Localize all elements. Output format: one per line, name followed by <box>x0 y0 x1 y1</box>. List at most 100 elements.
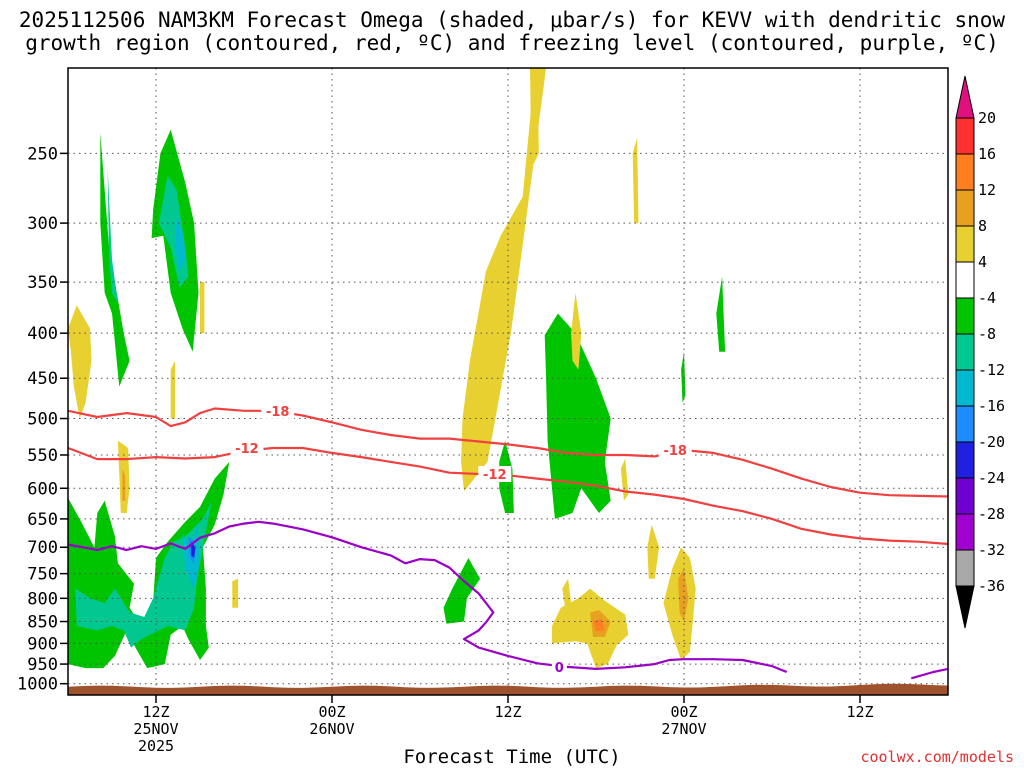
omega-area-14 <box>681 351 686 403</box>
chart-title-line-1: 2025112506 NAM3KM Forecast Omega (shaded… <box>18 8 1006 32</box>
omega-area-5 <box>68 461 230 669</box>
y-tick-label-750: 750 <box>27 565 58 585</box>
y-tick-label-850: 850 <box>27 613 58 633</box>
omega-area-25 <box>562 578 572 608</box>
colorbar-label-13: -36 <box>978 577 1005 595</box>
terrain-fill <box>68 683 948 695</box>
omega-area-29 <box>530 68 539 169</box>
colorbar-swatch-5 <box>955 297 975 335</box>
contour-label-dgz_bottom-1: -12 <box>483 468 507 483</box>
omega-area-4 <box>175 216 186 271</box>
contour-label-bg-dgz_bottom-0 <box>230 439 264 456</box>
colorbar-label-6: -8 <box>978 325 996 343</box>
y-tick-label-300: 300 <box>27 214 58 234</box>
omega-area-0 <box>100 132 130 387</box>
omega-area-1 <box>107 168 118 304</box>
y-tick-label-350: 350 <box>27 273 58 293</box>
pressure-gridlines <box>68 68 948 695</box>
omega-area-30 <box>170 360 176 419</box>
colorbar-swatch-11 <box>955 513 975 551</box>
omega-area-26 <box>571 292 582 370</box>
y-tick-label-500: 500 <box>27 410 58 430</box>
terrain-ground <box>68 683 948 695</box>
x-tick-label-6-2: 2025 <box>138 737 174 755</box>
colorbar-label-8: -16 <box>978 397 1005 415</box>
contour-label-dgz_top-0: -18 <box>266 405 290 420</box>
omega-shading <box>68 68 726 669</box>
colorbar-label-10: -24 <box>978 469 1005 487</box>
omega-area-23 <box>678 568 689 622</box>
x-tick-label-42-1: 27NOV <box>661 720 706 738</box>
colorbar-label-5: -4 <box>978 289 996 307</box>
omega-area-18 <box>122 468 126 501</box>
omega-area-6 <box>75 500 212 648</box>
omega-area-21 <box>593 619 605 632</box>
y-tick-label-550: 550 <box>27 446 58 466</box>
contour-lines: -18 -18 -12 -12 0 <box>68 402 948 680</box>
contour-label-bg-dgz_top-0 <box>261 402 295 419</box>
x-tick-label-18-0: 00Z <box>318 703 345 721</box>
y-tick-label-400: 400 <box>27 324 58 344</box>
colorbar-label-7: -12 <box>978 361 1005 379</box>
y-tick-label-700: 700 <box>27 538 58 558</box>
omega-area-12 <box>443 558 481 624</box>
x-tick-label-54-0: 12Z <box>846 703 873 721</box>
contour-dgz_top <box>68 407 948 498</box>
omega-area-27 <box>620 458 629 501</box>
colorbar-swatch-12 <box>955 549 975 587</box>
contour-freezing_level <box>68 520 788 674</box>
omega-area-9 <box>191 541 196 558</box>
y-tick-label-250: 250 <box>27 144 58 164</box>
contour-label-bg-dgz_top-1 <box>658 442 692 459</box>
colorbar-label-4: 4 <box>978 253 987 271</box>
contour-freezing_level_2 <box>910 667 948 680</box>
colorbar-label-3: 8 <box>978 217 987 235</box>
colorbar-over-triangle <box>955 75 975 119</box>
y-tick-label-650: 650 <box>27 510 58 530</box>
colorbar-label-11: -28 <box>978 505 1005 523</box>
omega-area-10 <box>544 313 611 519</box>
contour-label-freezing_level-0: 0 <box>555 661 564 676</box>
colorbar-swatch-3 <box>955 225 975 263</box>
contour-label-bg-dgz_bottom-1 <box>478 465 512 482</box>
x-tick-label-30-0: 12Z <box>494 703 521 721</box>
site-credit[interactable]: coolwx.com/models <box>860 748 1014 766</box>
omega-area-19 <box>552 588 629 669</box>
omega-area-24 <box>647 524 660 579</box>
colorbar-swatch-10 <box>955 477 975 515</box>
colorbar-swatch-8 <box>955 405 975 443</box>
y-tick-label-600: 600 <box>27 479 58 499</box>
y-tick-label-800: 800 <box>27 589 58 609</box>
omega-area-28 <box>632 137 639 224</box>
x-tick-label-18-1: 26NOV <box>309 720 354 738</box>
omega-area-32 <box>232 578 239 608</box>
colorbar-label-2: 12 <box>978 181 996 199</box>
omega-area-15 <box>68 305 92 419</box>
x-tick-label-6-1: 25NOV <box>133 720 178 738</box>
contour-label-dgz_top-1: -18 <box>663 444 687 459</box>
y-tick-label-900: 900 <box>27 634 58 654</box>
x-tick-label-6-0: 12Z <box>142 703 169 721</box>
colorbar-under-triangle <box>955 585 975 629</box>
colorbar-swatch-2 <box>955 189 975 227</box>
colorbar-swatch-7 <box>955 369 975 407</box>
colorbar: 20 16 12 8 4 -4 -8 -12 -16 -20 -24 -28 -32 -36 <box>955 75 1005 629</box>
colorbar-swatch-4 <box>955 261 975 299</box>
colorbar-swatch-6 <box>955 333 975 371</box>
contour-label-dgz_bottom-0: -12 <box>235 442 259 457</box>
chart-title-line-2: growth region (contoured, red, ºC) and f… <box>25 31 999 55</box>
y-tick-label-450: 450 <box>27 369 58 389</box>
y-tick-label-1000: 1000 <box>17 675 58 695</box>
omega-area-13 <box>716 276 726 352</box>
colorbar-swatch-1 <box>955 153 975 191</box>
x-tick-label-42-0: 00Z <box>670 703 697 721</box>
colorbar-swatch-9 <box>955 441 975 479</box>
x-axis-title: Forecast Time (UTC) <box>403 746 621 768</box>
colorbar-label-1: 16 <box>978 145 996 163</box>
omega-area-16 <box>461 68 547 492</box>
colorbar-label-9: -20 <box>978 433 1005 451</box>
y-tick-label-950: 950 <box>27 655 58 675</box>
